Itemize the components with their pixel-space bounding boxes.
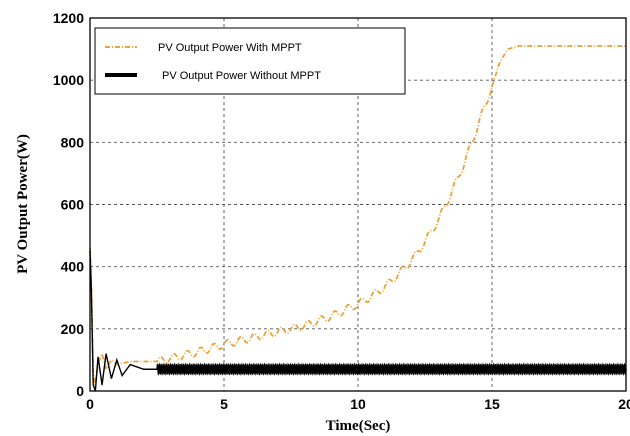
legend-label-without-mppt: PV Output Power Without MPPT	[162, 70, 321, 82]
x-tick-label: 0	[86, 396, 94, 412]
series-layer	[89, 45, 627, 392]
legend-label-with-mppt: PV Output Power With MPPT	[158, 42, 302, 54]
legend: PV Output Power With MPPT PV Output Powe…	[94, 27, 406, 95]
y-tick-label: 0	[76, 383, 84, 399]
plot-frame	[89, 17, 627, 392]
y-tick-label: 400	[61, 259, 85, 275]
series-line-without-mppt	[89, 251, 627, 392]
y-tick-label: 1200	[53, 10, 84, 26]
x-tick-label: 20	[618, 396, 630, 412]
legend-box	[94, 27, 406, 95]
x-tick-label: 15	[484, 396, 500, 412]
x-tick-label: 10	[350, 396, 366, 412]
x-axis-title: Time(Sec)	[326, 418, 391, 434]
y-tick-label: 200	[61, 321, 85, 337]
y-tick-label: 1000	[53, 72, 84, 88]
y-tick-label: 600	[61, 197, 85, 213]
y-axis-title: PV Output Power(W)	[15, 134, 31, 274]
y-tick-label: 800	[61, 134, 85, 150]
x-tick-label: 5	[220, 396, 228, 412]
